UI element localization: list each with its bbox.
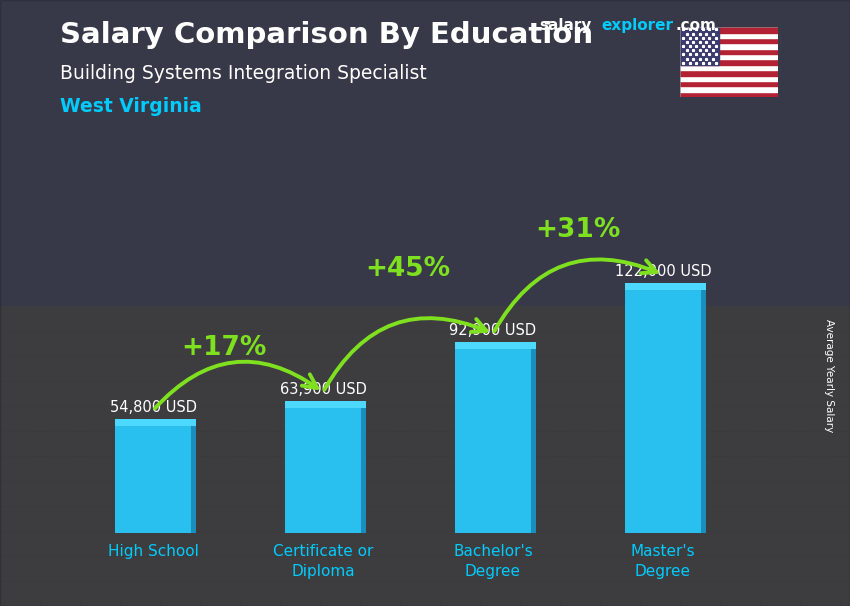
Bar: [680, 54, 778, 59]
Bar: [680, 27, 778, 33]
Text: 122,000 USD: 122,000 USD: [615, 264, 711, 279]
Bar: [680, 48, 778, 54]
Text: 63,900 USD: 63,900 USD: [280, 382, 366, 396]
Bar: [0, 0, 850, 306]
Bar: [285, 404, 361, 533]
Bar: [455, 342, 536, 349]
Bar: [701, 287, 706, 533]
Bar: [680, 86, 778, 92]
Bar: [0, 306, 850, 606]
Text: +45%: +45%: [366, 256, 450, 282]
Bar: [680, 38, 778, 44]
Bar: [680, 33, 778, 38]
Text: Average Yearly Salary: Average Yearly Salary: [824, 319, 834, 432]
Bar: [680, 70, 778, 76]
Bar: [285, 401, 366, 408]
Bar: [191, 422, 196, 533]
Text: +17%: +17%: [182, 335, 267, 361]
Bar: [625, 283, 706, 290]
Bar: [680, 81, 778, 86]
Bar: [680, 27, 719, 65]
Bar: [455, 345, 531, 533]
Text: explorer: explorer: [601, 18, 673, 33]
Text: Building Systems Integration Specialist: Building Systems Integration Specialist: [60, 64, 426, 82]
Bar: [680, 76, 778, 81]
Text: 54,800 USD: 54,800 USD: [110, 400, 196, 415]
Text: 92,900 USD: 92,900 USD: [450, 323, 536, 338]
Text: salary: salary: [540, 18, 592, 33]
Text: West Virginia: West Virginia: [60, 97, 201, 116]
Bar: [625, 287, 701, 533]
Bar: [680, 44, 778, 48]
Bar: [115, 422, 191, 533]
Bar: [531, 345, 536, 533]
Bar: [115, 419, 196, 426]
Bar: [680, 92, 778, 97]
Text: +31%: +31%: [536, 218, 620, 243]
Text: Salary Comparison By Education: Salary Comparison By Education: [60, 21, 592, 49]
Bar: [680, 59, 778, 65]
Text: .com: .com: [676, 18, 717, 33]
Bar: [361, 404, 366, 533]
Bar: [680, 65, 778, 70]
